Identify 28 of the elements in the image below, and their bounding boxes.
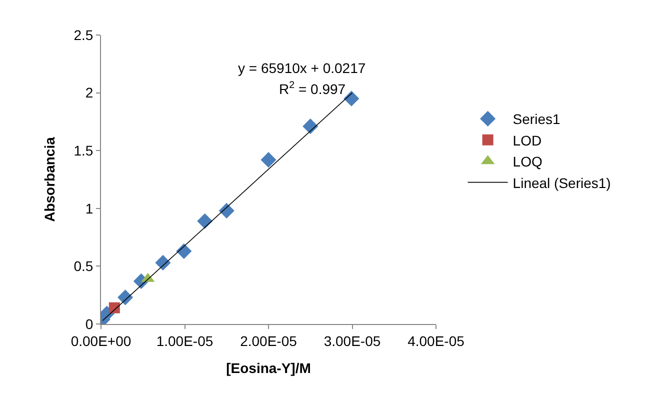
point <box>218 202 234 219</box>
legend-label: LOQ <box>512 154 542 170</box>
y-tick-label: 2.5 <box>74 26 94 43</box>
x-tick-label: 0.00E+00 <box>70 332 132 349</box>
y-tick-label: 2 <box>85 84 94 101</box>
y-tick-label: 1.5 <box>74 142 94 158</box>
point <box>108 302 120 314</box>
annotation: y = 65910x + 0.0217 <box>238 60 366 76</box>
point <box>155 254 171 271</box>
legend-label: Series1 <box>512 111 560 128</box>
y-axis-title: Absorbancia <box>41 136 58 222</box>
x-tick-label: 1.00E-05 <box>156 332 214 349</box>
point <box>197 213 213 229</box>
x-axis-title: [Eosina-Y]/M <box>226 360 311 376</box>
point <box>176 243 192 259</box>
x-tick-label: 4.00E-05 <box>408 332 465 349</box>
x-tick-label: 2.00E-05 <box>240 332 298 349</box>
x-tick-label: 3.00E-05 <box>324 332 381 349</box>
y-tick-label: 0 <box>85 316 94 332</box>
point <box>260 152 276 168</box>
y-tick-label: 0.5 <box>74 258 94 274</box>
point <box>117 290 134 306</box>
annotation: R$^{2}$ = 0.997 <box>279 80 346 97</box>
y-tick-label: 1 <box>85 200 94 216</box>
point <box>302 118 318 134</box>
point <box>344 90 360 106</box>
legend-label: Lineal (Series1) <box>512 174 611 191</box>
legend-label: LOD <box>512 132 542 148</box>
